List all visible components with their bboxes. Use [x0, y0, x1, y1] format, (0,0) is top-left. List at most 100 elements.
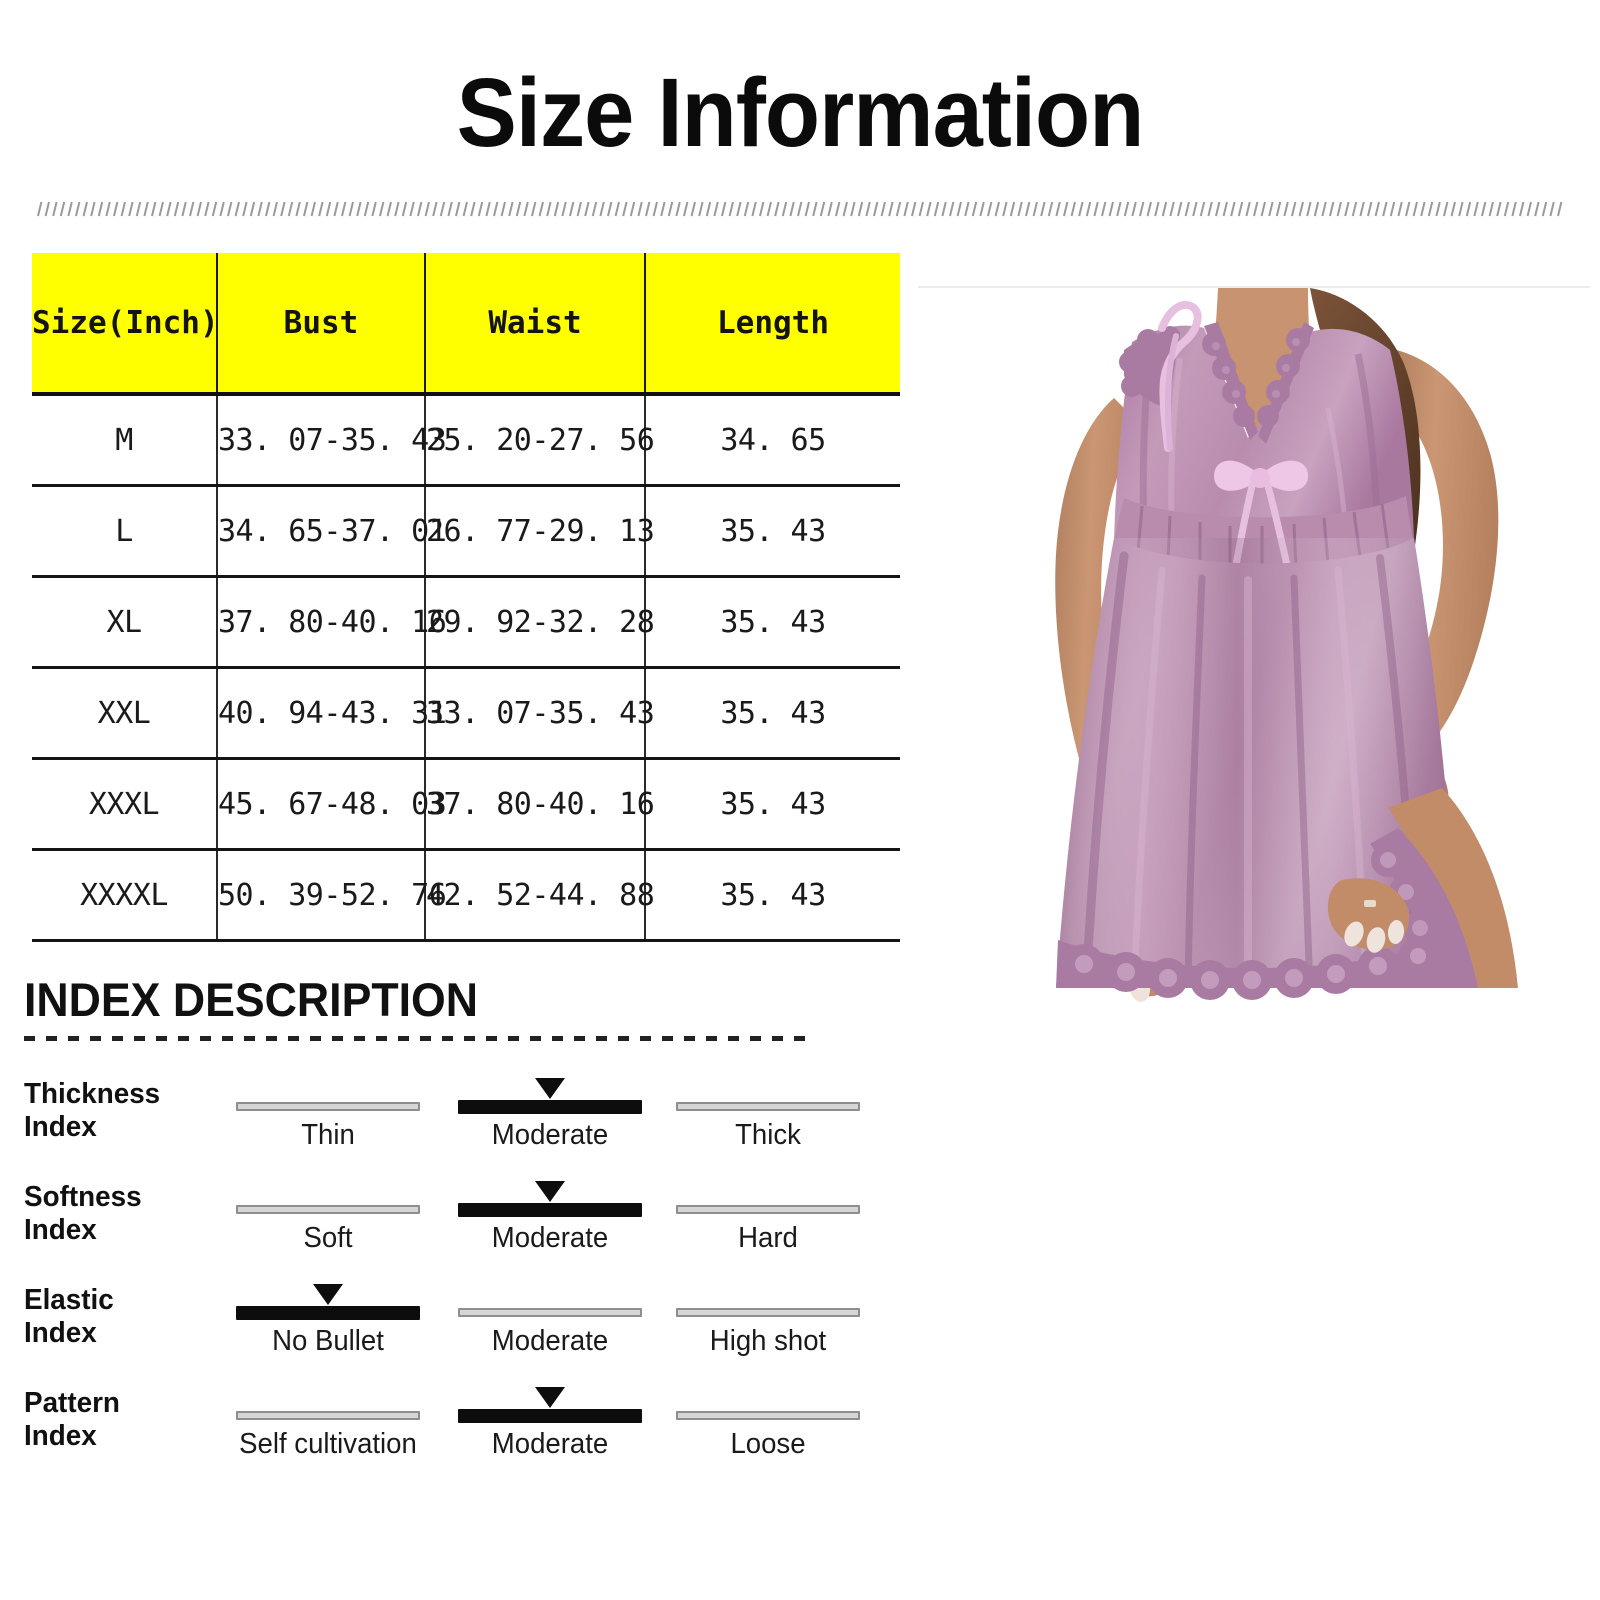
index-row-label: Softness Index — [24, 1181, 216, 1247]
index-option-label: Moderate — [491, 1325, 609, 1357]
table-row: L 34. 65-37. 01 26. 77-29. 13 35. 43 — [32, 485, 900, 578]
index-option-label: High shot — [709, 1325, 827, 1357]
index-option-label: Self cultivation — [239, 1428, 417, 1460]
cell-length: 34. 65 — [645, 394, 900, 487]
index-bar — [458, 1100, 642, 1114]
cell-waist: 42. 52-44. 88 — [425, 849, 655, 942]
index-bar — [676, 1205, 860, 1214]
index-option-label: Loose — [730, 1428, 806, 1460]
index-bar-wrap — [658, 1381, 878, 1425]
index-bar — [236, 1102, 420, 1111]
index-label-line2: Index — [24, 1111, 97, 1143]
index-options: No Bullet Moderate High shot — [218, 1278, 878, 1381]
index-bar-wrap — [218, 1278, 438, 1322]
index-row-label: Elastic Index — [24, 1284, 216, 1350]
index-option[interactable]: Thin — [218, 1072, 438, 1175]
table-row: XL 37. 80-40. 16 29. 92-32. 28 35. 43 — [32, 576, 900, 669]
index-option-label: Hard — [738, 1222, 798, 1254]
cell-size: XXXL — [32, 758, 218, 851]
index-option[interactable]: Moderate — [440, 1278, 660, 1381]
index-option-label: Moderate — [491, 1119, 609, 1151]
index-row-softness: Softness Index Soft Moderate — [0, 1175, 900, 1278]
index-option[interactable]: Thick — [658, 1072, 878, 1175]
index-bar — [676, 1411, 860, 1420]
index-bar-wrap — [218, 1175, 438, 1219]
cell-length: 35. 43 — [645, 576, 900, 669]
cell-bust: 40. 94-43. 31 — [217, 667, 447, 760]
selected-marker-icon — [313, 1284, 343, 1305]
dashed-divider — [24, 1036, 810, 1041]
index-bar — [458, 1203, 642, 1217]
index-bar-wrap — [218, 1072, 438, 1116]
index-bar-wrap — [658, 1072, 878, 1116]
selected-marker-icon — [535, 1078, 565, 1099]
cell-size: M — [32, 394, 218, 487]
index-options: Soft Moderate Hard — [218, 1175, 878, 1278]
table-row: XXL 40. 94-43. 31 33. 07-35. 43 35. 43 — [32, 667, 900, 760]
index-bar-wrap — [440, 1381, 660, 1425]
table-row: XXXXL 50. 39-52. 76 42. 52-44. 88 35. 43 — [32, 849, 900, 942]
hatch-divider — [36, 196, 1564, 222]
cell-waist: 26. 77-29. 13 — [425, 485, 655, 578]
index-bar — [676, 1102, 860, 1111]
index-label-line2: Index — [24, 1214, 97, 1246]
cell-size: XXL — [32, 667, 218, 760]
size-information-table: Size(Inch) Bust Waist Length M 33. 07-35… — [32, 253, 900, 942]
index-bar — [236, 1306, 420, 1320]
index-option[interactable]: High shot — [658, 1278, 878, 1381]
index-label-line2: Index — [24, 1420, 97, 1452]
index-label-line1: Pattern — [24, 1387, 120, 1419]
index-bar-wrap — [658, 1278, 878, 1322]
index-option[interactable]: No Bullet — [218, 1278, 438, 1381]
index-option-label: Moderate — [491, 1428, 609, 1460]
index-option-label: Thick — [735, 1119, 801, 1151]
index-option[interactable]: Moderate — [440, 1072, 660, 1175]
column-header-waist: Waist — [425, 253, 646, 396]
cell-waist: 29. 92-32. 28 — [425, 576, 655, 669]
index-label-line1: Thickness — [24, 1078, 161, 1110]
index-option-label: No Bullet — [272, 1325, 384, 1357]
column-header-size: Size(Inch) — [32, 253, 219, 396]
index-option[interactable]: Hard — [658, 1175, 878, 1278]
index-option-label: Soft — [303, 1222, 353, 1254]
index-option[interactable]: Moderate — [440, 1381, 660, 1484]
index-description-heading: INDEX DESCRIPTION — [24, 973, 479, 1026]
index-label-line1: Elastic — [24, 1284, 114, 1316]
cell-waist: 33. 07-35. 43 — [425, 667, 655, 760]
table-row: M 33. 07-35. 43 25. 20-27. 56 34. 65 — [32, 394, 900, 487]
cell-length: 35. 43 — [645, 485, 900, 578]
index-option[interactable]: Loose — [658, 1381, 878, 1484]
index-bar-wrap — [440, 1072, 660, 1116]
index-row-elastic: Elastic Index No Bullet Moderate — [0, 1278, 900, 1381]
cell-bust: 33. 07-35. 43 — [217, 394, 447, 487]
selected-marker-icon — [535, 1387, 565, 1408]
cell-size: XL — [32, 576, 218, 669]
index-option-label: Thin — [301, 1119, 355, 1151]
cell-length: 35. 43 — [645, 758, 900, 851]
cell-length: 35. 43 — [645, 849, 900, 942]
index-bar-wrap — [658, 1175, 878, 1219]
cell-length: 35. 43 — [645, 667, 900, 760]
table-header-row: Size(Inch) Bust Waist Length — [32, 253, 900, 396]
index-description-rows: Thickness Index Thin Moderate — [0, 1072, 900, 1484]
index-option[interactable]: Self cultivation — [218, 1381, 438, 1484]
index-option[interactable]: Moderate — [440, 1175, 660, 1278]
index-bar — [236, 1205, 420, 1214]
column-header-length: Length — [645, 253, 900, 396]
index-row-thickness: Thickness Index Thin Moderate — [0, 1072, 900, 1175]
index-option[interactable]: Soft — [218, 1175, 438, 1278]
index-bar — [236, 1411, 420, 1420]
index-label-line1: Softness — [24, 1181, 142, 1213]
index-row-pattern: Pattern Index Self cultivation Moderate — [0, 1381, 900, 1484]
index-bar-wrap — [218, 1381, 438, 1425]
index-bar — [458, 1409, 642, 1423]
index-row-label: Thickness Index — [24, 1078, 216, 1144]
index-bar — [458, 1308, 642, 1317]
cell-size: XXXXL — [32, 849, 218, 942]
index-row-label: Pattern Index — [24, 1387, 216, 1453]
cell-bust: 50. 39-52. 76 — [217, 849, 447, 942]
cell-size: L — [32, 485, 218, 578]
cell-bust: 37. 80-40. 16 — [217, 576, 447, 669]
page-title: Size Information — [456, 58, 1145, 167]
column-header-bust: Bust — [217, 253, 426, 396]
